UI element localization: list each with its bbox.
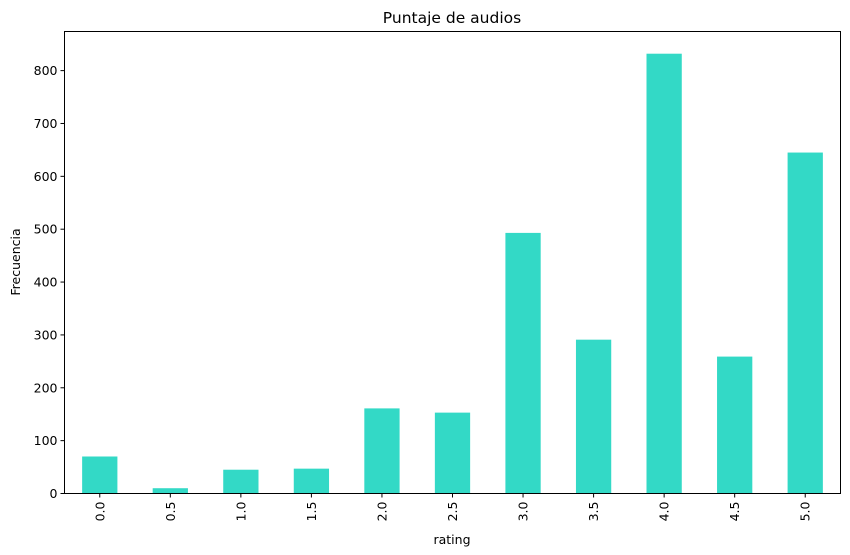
- y-tick-label: 400: [34, 275, 58, 290]
- bar-4.5: [717, 356, 753, 494]
- y-tick-label: 700: [34, 116, 58, 131]
- x-axis-label: rating: [433, 532, 470, 547]
- bar-3.5: [575, 339, 612, 494]
- bar-0.5: [152, 488, 188, 494]
- bar-2.0: [364, 408, 400, 494]
- x-tick-label: 2.5: [445, 502, 460, 522]
- y-tick-label: 100: [34, 433, 58, 448]
- plot-area-frame: [64, 31, 841, 494]
- x-tick-label: 4.0: [657, 501, 672, 521]
- bars-group: [82, 53, 823, 494]
- bar-3.0: [505, 232, 541, 494]
- y-axis-label: Frecuencia: [8, 228, 23, 295]
- y-tick-label: 600: [34, 169, 58, 184]
- x-tick-label: 1.5: [304, 502, 319, 522]
- x-tick-label: 5.0: [798, 501, 813, 521]
- bar-5.0: [787, 152, 823, 494]
- y-tick-label: 300: [34, 327, 58, 342]
- bar-4.0: [646, 53, 682, 494]
- x-axis-ticks: 0.0 0.5 1.0 1.5 2.0 2.5 3.0 3.5 4.0 4.5 5.0: [92, 493, 813, 522]
- x-tick-label: 0.5: [163, 502, 178, 522]
- y-tick-label: 0: [50, 486, 58, 501]
- bar-1.5: [293, 468, 330, 494]
- x-tick-label: 3.0: [516, 501, 531, 521]
- chart-title: Puntaje de audios: [383, 9, 521, 27]
- x-tick-label: 2.0: [374, 501, 389, 521]
- y-axis-ticks: 0 100 200 300 400 500 600 700 800: [34, 63, 65, 501]
- y-tick-label: 800: [34, 63, 58, 78]
- bar-0.0: [82, 456, 118, 494]
- x-tick-label: 0.0: [92, 501, 107, 521]
- bar-1.0: [223, 469, 259, 494]
- x-tick-label: 1.0: [233, 501, 248, 521]
- x-tick-label: 3.5: [586, 502, 601, 522]
- x-tick-label: 4.5: [727, 502, 742, 522]
- bar-2.5: [434, 412, 471, 494]
- y-tick-label: 200: [34, 380, 58, 395]
- y-tick-label: 500: [34, 222, 58, 237]
